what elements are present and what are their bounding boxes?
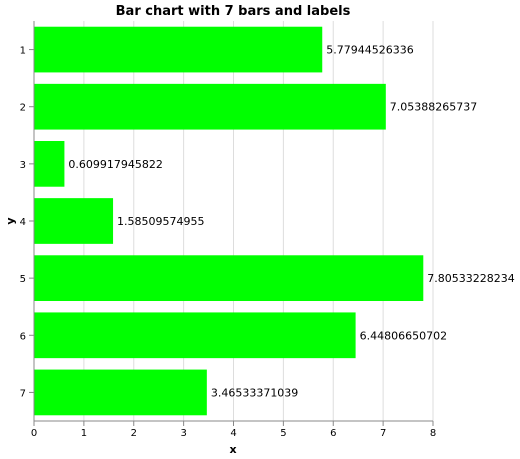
- bar-value-label: 7.80533228234: [427, 272, 514, 285]
- y-tick-label: 7: [20, 388, 26, 399]
- bar: [34, 312, 356, 359]
- bar: [34, 255, 424, 301]
- bar: [34, 198, 114, 244]
- axes: 0 1 2 3 4 5 6 7 8 1 2 3 4 5 6 7: [20, 21, 436, 439]
- x-tick-label: 7: [380, 428, 386, 439]
- y-axis-title: y: [4, 217, 17, 224]
- y-tick-label: 5: [20, 274, 26, 285]
- x-axis-title: x: [229, 443, 236, 456]
- bar-value-label: 1.58509574955: [117, 215, 204, 228]
- bar-value-label: 5.77944526336: [326, 44, 413, 57]
- bar-value-label: 0.609917945822: [68, 158, 162, 171]
- bar: [34, 369, 207, 416]
- x-tick-label: 2: [131, 428, 137, 439]
- x-tick-label: 4: [230, 428, 236, 439]
- x-tick-label: 3: [180, 428, 186, 439]
- x-tick-label: 1: [81, 428, 87, 439]
- x-tick-label: 6: [330, 428, 336, 439]
- bars: [34, 26, 424, 416]
- bar: [34, 26, 323, 73]
- y-tick-label: 6: [20, 331, 26, 342]
- bar-value-label: 3.46533371039: [211, 386, 298, 399]
- chart-title: Bar chart with 7 bars and labels: [116, 4, 351, 19]
- y-tick-label: 3: [20, 160, 26, 171]
- x-tick-label: 0: [31, 428, 37, 439]
- bar: [34, 141, 65, 187]
- bar: [34, 83, 386, 130]
- x-tick-label: 8: [430, 428, 436, 439]
- y-tick-label: 1: [20, 46, 26, 57]
- bar-value-label: 6.44806650702: [360, 329, 447, 342]
- data-labels: 5.77944526336 7.05388265737 0.609917945822…: [68, 44, 514, 400]
- y-tick-label: 2: [20, 103, 26, 114]
- x-tick-label: 5: [280, 428, 286, 439]
- bar-value-label: 7.05388265737: [390, 101, 477, 114]
- y-tick-label: 4: [20, 217, 26, 228]
